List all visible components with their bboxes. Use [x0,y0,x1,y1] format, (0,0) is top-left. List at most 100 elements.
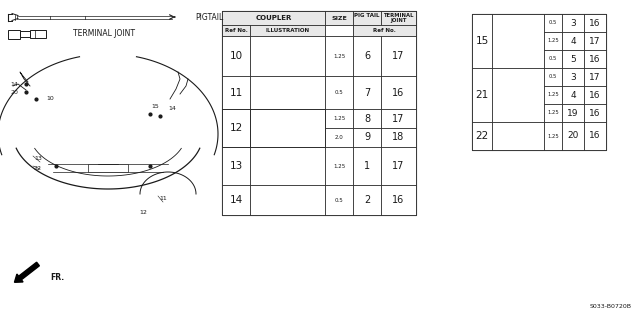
Text: 12: 12 [229,123,243,133]
Text: 7: 7 [364,87,370,98]
Bar [222,109,250,147]
Bar [381,11,416,25]
Text: 20: 20 [10,90,18,94]
Text: 9: 9 [364,132,370,143]
Bar [353,11,381,25]
Text: 14: 14 [10,81,18,86]
Bar [381,185,416,215]
Text: 1.25: 1.25 [547,93,559,98]
Bar [562,50,584,68]
Bar [30,30,46,38]
Bar [250,76,325,109]
Bar [250,147,325,185]
Bar [472,68,492,122]
Bar [472,14,492,68]
Bar [222,36,250,76]
Bar [381,128,416,147]
Bar [562,86,584,104]
Bar [250,25,325,36]
Text: 1.25: 1.25 [333,54,345,58]
Bar [492,122,544,150]
Text: 1.25: 1.25 [547,39,559,43]
Text: 17: 17 [392,114,404,123]
Bar [8,29,20,39]
Bar [325,147,353,185]
Text: 11: 11 [229,87,243,98]
Text: 0.5: 0.5 [335,197,344,203]
Bar [222,147,250,185]
Text: TERMINAL JOINT: TERMINAL JOINT [73,29,135,39]
Text: Ref No.: Ref No. [373,28,396,33]
Bar [492,14,544,68]
Text: 1.25: 1.25 [333,116,345,121]
Bar [353,25,416,36]
Text: 5: 5 [570,55,576,63]
Text: 10: 10 [229,51,243,61]
Bar [544,86,562,104]
Text: 22: 22 [34,167,42,172]
Bar [250,128,325,147]
Bar [325,76,353,109]
Bar [381,147,416,185]
Bar [584,50,606,68]
Bar [325,128,353,147]
Bar [472,122,492,150]
Text: 17: 17 [392,161,404,171]
Text: SIZE: SIZE [331,16,347,20]
Text: 3: 3 [570,72,576,81]
Text: 16: 16 [589,91,601,100]
Text: 1.25: 1.25 [547,133,559,138]
Text: 6: 6 [364,51,370,61]
Text: 12: 12 [139,210,147,214]
Text: 15: 15 [476,36,488,46]
Bar [544,68,562,86]
Bar [544,50,562,68]
Text: 2: 2 [364,195,370,205]
Text: ILLUSTRATION: ILLUSTRATION [266,28,310,33]
Text: 1.25: 1.25 [333,164,345,168]
Bar [584,122,606,150]
Bar [562,104,584,122]
Bar [544,32,562,50]
Text: 0.5: 0.5 [549,20,557,26]
Text: 2.0: 2.0 [335,135,344,140]
Text: 4: 4 [570,91,576,100]
Bar [325,36,353,76]
Text: 0.5: 0.5 [549,56,557,62]
Text: 17: 17 [589,72,601,81]
Bar [222,11,325,25]
Bar [472,14,606,150]
Bar [353,76,381,109]
Text: 13: 13 [34,157,42,161]
Bar [353,36,381,76]
Bar [222,109,250,128]
Text: S033-B0720B: S033-B0720B [590,305,632,309]
Bar [222,185,250,215]
Bar [222,128,250,147]
Text: JOINT: JOINT [390,18,406,23]
Text: 22: 22 [476,131,488,141]
Text: 8: 8 [364,114,370,123]
Text: 17: 17 [589,36,601,46]
Text: 16: 16 [392,87,404,98]
Bar [325,11,353,25]
Bar [584,104,606,122]
Text: 3: 3 [570,19,576,27]
Bar [222,25,250,36]
Bar [250,185,325,215]
Bar [353,128,381,147]
Bar [353,185,381,215]
Text: 14: 14 [168,106,176,110]
Bar [88,164,128,172]
Text: 0.5: 0.5 [335,90,344,95]
Text: 11: 11 [159,197,167,202]
Text: 16: 16 [392,195,404,205]
Text: FR.: FR. [50,272,64,281]
Bar [250,36,325,76]
Text: 21: 21 [476,90,488,100]
Text: 10: 10 [46,97,54,101]
Bar [381,109,416,128]
Text: 4: 4 [570,36,576,46]
Bar [222,76,250,109]
Bar [584,14,606,32]
